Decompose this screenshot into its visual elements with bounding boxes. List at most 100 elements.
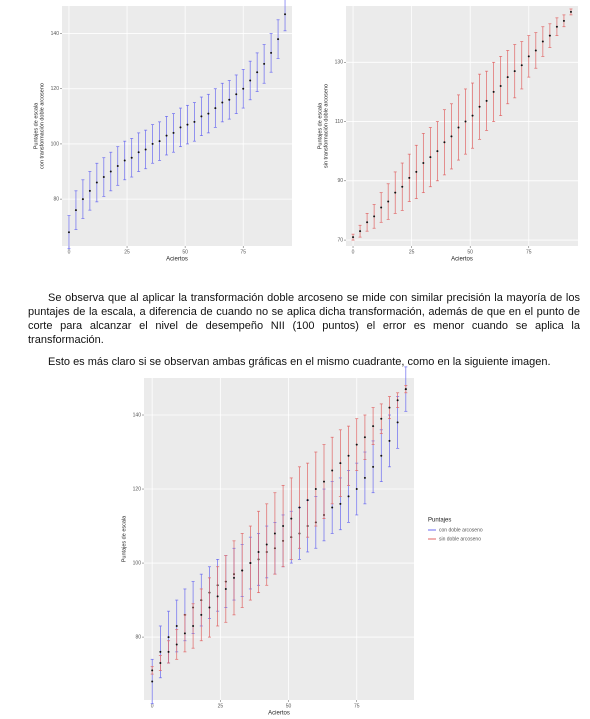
point [228, 98, 231, 101]
point [363, 476, 366, 479]
point [387, 200, 390, 203]
point [372, 425, 375, 428]
point [394, 191, 397, 194]
point [306, 499, 309, 502]
plot-panel [62, 6, 292, 246]
x-tick-label: 25 [409, 249, 415, 255]
x-tick-label: 25 [124, 249, 130, 255]
x-tick-label: 75 [354, 703, 360, 709]
point [436, 150, 439, 153]
point [408, 176, 411, 179]
point [192, 624, 195, 627]
point [233, 576, 235, 579]
y-tick-label: 110 [335, 119, 343, 125]
point [323, 480, 325, 483]
point [404, 388, 407, 391]
point [200, 613, 203, 616]
point [471, 114, 474, 117]
point [443, 141, 446, 144]
y-axis-label: Puntajes de escala [33, 102, 39, 149]
y-tick-label: 140 [133, 412, 142, 418]
point [422, 162, 425, 165]
y-tick-label: 80 [53, 196, 59, 202]
y-tick-label: 90 [337, 178, 343, 184]
x-tick-label: 0 [68, 249, 71, 255]
x-tick-label: 75 [526, 249, 532, 255]
paragraph: Esto es más claro si se observan ambas g… [48, 356, 551, 368]
point [355, 488, 358, 491]
point [429, 156, 432, 159]
y-tick-label: 120 [133, 486, 142, 492]
x-axis-label: Aciertos [451, 257, 473, 263]
point [116, 165, 119, 167]
point [74, 209, 77, 212]
point [396, 421, 399, 424]
point [224, 587, 227, 590]
point [151, 680, 154, 683]
point [513, 70, 516, 73]
y-axis-label: con transformación doble arcoseno [39, 83, 45, 169]
plot-panel [144, 378, 414, 700]
y-tick-label: 140 [51, 31, 60, 37]
x-tick-label: 0 [151, 703, 154, 709]
point [175, 624, 178, 627]
point [562, 19, 565, 22]
point [520, 64, 523, 67]
y-axis-label: sin transformación doble arcoseno [323, 84, 329, 168]
point [172, 131, 175, 134]
point [298, 506, 301, 509]
point [457, 126, 460, 129]
point [506, 76, 509, 79]
y-tick-label: 100 [51, 141, 60, 147]
point [450, 135, 453, 138]
point [485, 99, 488, 102]
point [221, 101, 224, 104]
point [396, 399, 399, 402]
y-tick-label: 80 [135, 634, 141, 640]
point [167, 636, 170, 639]
x-tick-label: 50 [467, 249, 473, 255]
legend-label: con doble arcoseno [439, 527, 483, 533]
point [144, 148, 147, 151]
x-tick-label: 25 [218, 703, 224, 709]
point [541, 40, 544, 43]
point [388, 406, 391, 409]
point [183, 632, 186, 635]
point [499, 85, 502, 87]
point [284, 13, 287, 16]
point [151, 669, 154, 672]
y-tick-label: 130 [335, 60, 344, 66]
point [331, 469, 334, 472]
point [67, 231, 70, 234]
point [347, 495, 350, 498]
point [207, 112, 210, 115]
point [464, 120, 467, 123]
paragraph: Se observa que al aplicar la transformac… [28, 292, 580, 346]
point [366, 221, 369, 224]
point [331, 506, 334, 509]
point [355, 443, 358, 446]
point [123, 159, 126, 162]
plot-panel [346, 6, 578, 246]
point [208, 606, 211, 609]
point [257, 550, 260, 553]
point [249, 562, 252, 565]
point [88, 189, 91, 192]
point [179, 126, 182, 129]
point [282, 525, 285, 528]
point [241, 569, 244, 572]
point [109, 170, 112, 173]
point [81, 198, 84, 201]
point [137, 151, 140, 154]
point [339, 502, 342, 505]
y-axis-label: Puntajes de escala [317, 102, 323, 149]
point [270, 51, 273, 54]
point [159, 650, 162, 653]
point [151, 142, 154, 145]
point [548, 34, 551, 37]
point [186, 123, 189, 126]
y-tick-label: 100 [133, 560, 142, 566]
point [359, 230, 362, 233]
point [339, 462, 342, 465]
point [175, 643, 178, 646]
